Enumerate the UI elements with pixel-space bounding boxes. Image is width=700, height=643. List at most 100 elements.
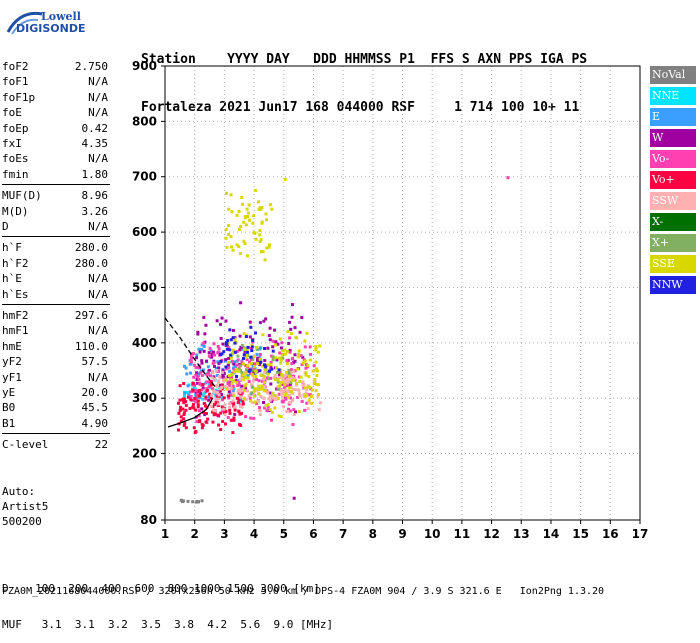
echo-point	[314, 345, 318, 349]
echo-point	[288, 348, 292, 352]
echo-point	[308, 358, 312, 362]
echo-point	[243, 384, 247, 388]
param-value: 4.35	[81, 137, 109, 150]
x-tick-label: 1	[161, 527, 169, 541]
echo-point	[314, 389, 318, 393]
echo-point	[194, 500, 198, 504]
echo-point	[204, 395, 208, 399]
echo-point	[197, 347, 201, 351]
echo-point	[245, 350, 249, 354]
echo-point	[207, 380, 211, 384]
echo-point	[271, 394, 275, 398]
param-row: h`F2 280.0	[2, 257, 108, 272]
echo-point	[231, 384, 235, 388]
echo-point	[237, 209, 241, 213]
echo-point	[269, 382, 273, 386]
y-tick-label: 700	[132, 170, 157, 184]
param-key: fmin	[2, 167, 29, 181]
param-row: foEp 0.42	[2, 122, 108, 137]
echo-point	[258, 347, 262, 351]
param-key: h`F2	[2, 256, 29, 270]
echo-point	[276, 396, 280, 400]
echo-point	[242, 239, 246, 243]
echo-point	[265, 409, 269, 413]
echo-point	[197, 366, 201, 370]
echo-point	[179, 415, 183, 419]
echo-point	[243, 375, 247, 379]
echo-point	[219, 427, 223, 431]
echo-point	[249, 399, 253, 403]
echo-point	[232, 401, 236, 405]
echo-point	[239, 397, 243, 401]
echo-point	[235, 243, 239, 247]
param-value: 280.0	[74, 241, 108, 255]
echo-point	[253, 400, 257, 404]
echo-point	[285, 370, 289, 374]
echo-point	[207, 398, 211, 402]
echo-point	[242, 353, 246, 357]
echo-point	[194, 400, 198, 404]
echo-point	[279, 415, 283, 419]
echo-point	[233, 341, 237, 345]
x-tick-label: 3	[220, 527, 228, 541]
echo-point	[266, 403, 270, 407]
echo-point	[237, 410, 241, 414]
param-value: N/A	[88, 106, 108, 120]
y-tick-label: 800	[132, 114, 157, 128]
echo-point	[193, 387, 197, 391]
echo-point	[292, 412, 296, 416]
echo-point	[279, 389, 283, 393]
param-key: h`Es	[2, 287, 29, 301]
echo-point	[198, 371, 202, 375]
echo-point	[306, 364, 310, 368]
echo-point	[198, 419, 202, 423]
echo-point	[239, 404, 243, 408]
echo-point	[296, 355, 300, 359]
echo-point	[196, 403, 200, 407]
echo-point	[227, 346, 231, 350]
echo-point	[223, 385, 227, 389]
param-divider	[2, 304, 110, 305]
echo-point	[256, 356, 260, 360]
echo-point	[190, 356, 194, 360]
echo-point	[236, 389, 240, 393]
echo-point	[250, 391, 254, 395]
echo-point	[185, 372, 189, 376]
param-value: 20.0	[81, 386, 109, 399]
echo-point	[227, 369, 231, 373]
echo-point	[231, 392, 235, 396]
echo-point	[202, 368, 206, 372]
echo-point	[227, 232, 231, 236]
echo-point	[189, 395, 193, 399]
param-row: h`E N/A	[2, 272, 108, 287]
echo-point	[215, 391, 219, 395]
echo-point	[239, 369, 243, 373]
echo-point	[237, 245, 241, 249]
echo-point	[236, 358, 240, 362]
echo-point	[240, 384, 244, 388]
echo-point	[243, 350, 247, 354]
param-value: N/A	[88, 324, 108, 338]
echo-point	[217, 347, 221, 351]
echo-point	[226, 375, 230, 379]
echo-point	[307, 398, 311, 402]
echo-point	[255, 402, 259, 406]
echo-point	[246, 345, 250, 349]
param-value: N/A	[88, 370, 108, 384]
echo-point	[283, 376, 287, 380]
echo-point	[289, 368, 293, 372]
echo-point	[218, 385, 222, 389]
echo-point	[208, 346, 212, 350]
echo-point	[226, 382, 230, 386]
echo-point	[300, 399, 304, 403]
echo-point	[220, 316, 224, 320]
param-row: M(D) 3.26	[2, 205, 108, 220]
echo-point	[251, 385, 255, 389]
echo-point	[258, 357, 262, 361]
virtual-height-curve	[167, 397, 214, 428]
x-tick-label: 11	[454, 527, 471, 541]
echo-point	[209, 349, 213, 353]
echo-point	[210, 393, 214, 397]
echo-point	[290, 357, 294, 361]
echo-point	[222, 396, 226, 400]
